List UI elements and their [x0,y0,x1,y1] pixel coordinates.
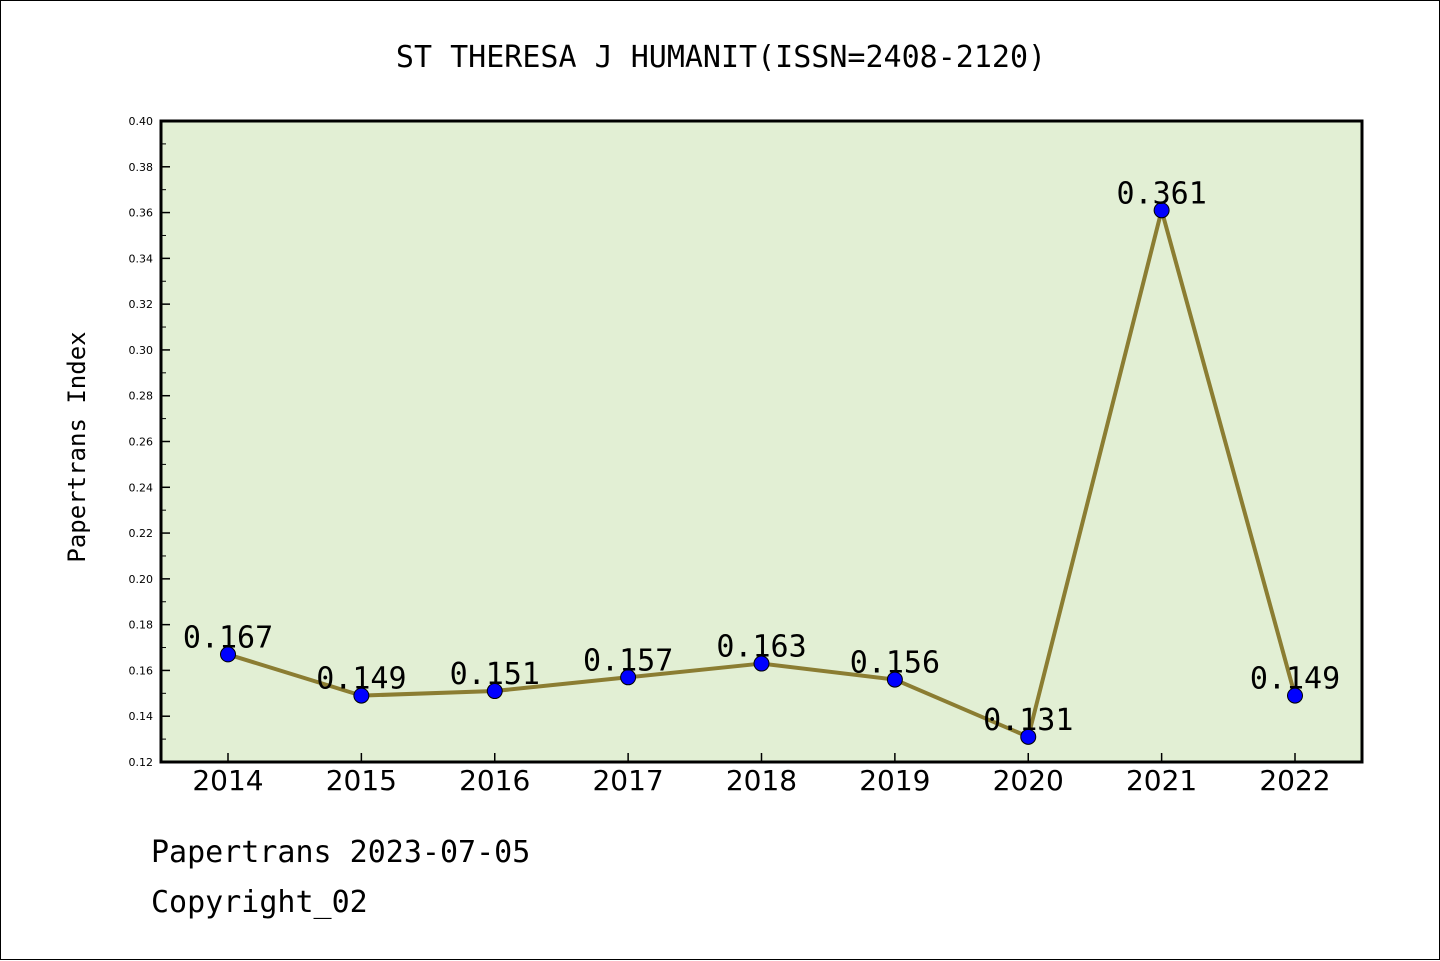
x-tick-label: 2017 [592,764,663,797]
data-label: 0.163 [716,630,806,665]
plot-area [159,119,1364,764]
data-label: 0.156 [850,646,940,681]
data-label: 0.149 [316,662,406,697]
chart-title: ST THERESA J HUMANIT(ISSN=2408-2120) [396,40,1046,75]
x-tick-label: 2016 [459,764,530,797]
data-label: 0.167 [183,620,273,655]
data-label: 0.157 [583,643,673,678]
x-tick-label: 2018 [726,764,797,797]
x-tick-label: 2020 [993,764,1064,797]
y-axis-label: Papertrans Index [63,331,91,562]
y-tick-label: 0.28 [129,390,154,403]
data-label: 0.131 [983,703,1073,738]
data-point [220,646,236,663]
data-point [1020,728,1037,745]
data-point [353,687,370,704]
y-tick-label: 0.40 [129,115,154,128]
y-axis-ticks: 0.12 0.14 0.16 0.18 0.20 0.22 0.24 0.26 0.28 0.30… [129,115,170,769]
data-point [886,671,903,688]
y-tick-label: 0.34 [129,252,154,265]
y-tick-label: 0.14 [129,710,154,723]
data-point [1153,202,1170,219]
y-tick-label: 0.30 [129,344,154,357]
data-label: 0.151 [450,657,540,692]
data-label: 0.361 [1116,176,1206,211]
y-tick-label: 0.20 [129,573,154,586]
data-labels: 0.167 0.149 0.151 0.157 0.163 0.156 0.131 0.361… [183,176,1340,738]
y-tick-label: 0.16 [129,664,154,677]
x-tick-label: 2019 [859,764,930,797]
data-point [1287,687,1303,704]
y-tick-label: 0.38 [129,161,154,174]
footer-copyright: Copyright_02 [151,885,368,920]
data-point [620,669,637,686]
x-tick-label: 2022 [1259,764,1330,797]
data-point [486,683,503,700]
data-label: 0.149 [1250,662,1340,697]
x-tick-label: 2014 [192,764,263,797]
x-axis-ticks: 2014 2015 2016 2017 2018 2019 2020 2021 2022 [192,753,1331,797]
y-tick-label: 0.36 [129,207,154,220]
y-tick-label: 0.32 [129,298,154,311]
x-tick-label: 2015 [326,764,397,797]
y-tick-label: 0.26 [129,436,154,449]
data-point [753,655,770,672]
x-tick-label: 2021 [1126,764,1197,797]
data-markers [220,202,1303,745]
y-tick-label: 0.18 [129,619,154,632]
y-tick-label: 0.24 [129,481,154,494]
y-tick-label: 0.12 [129,756,154,769]
footer-date: Papertrans 2023-07-05 [151,835,531,870]
y-tick-label: 0.22 [129,527,154,540]
